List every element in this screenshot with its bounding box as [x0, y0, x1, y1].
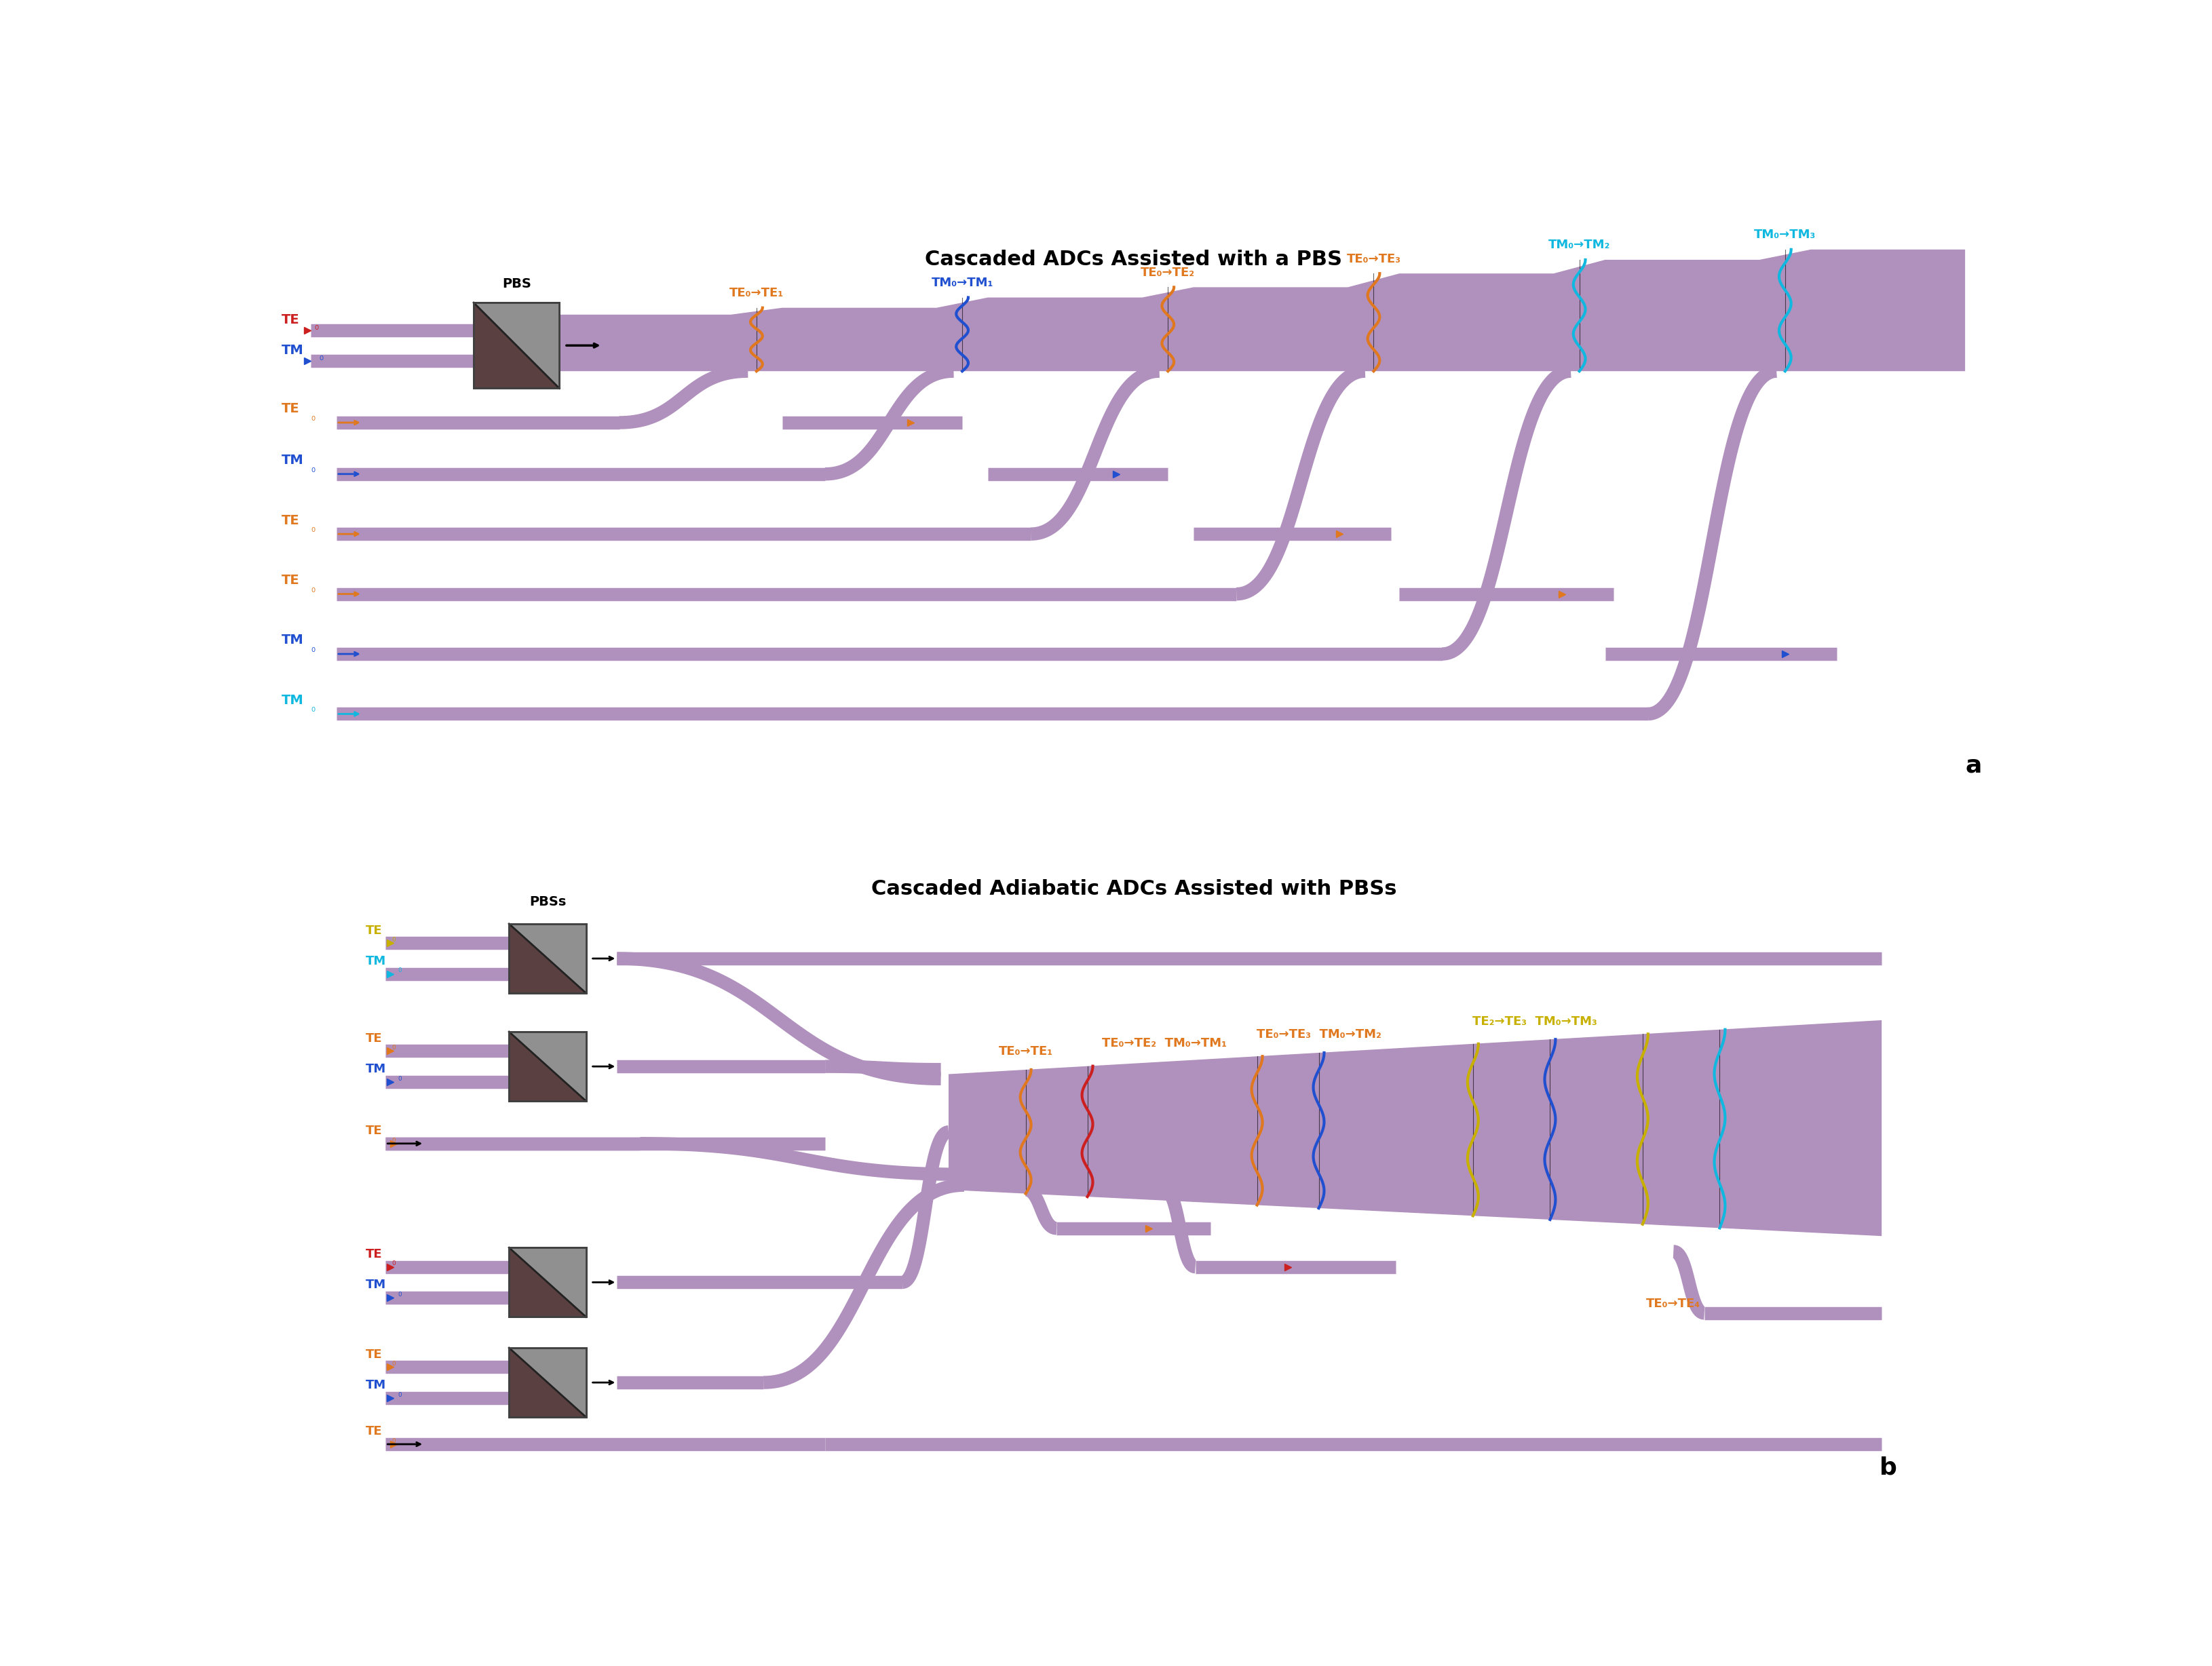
Text: TE₀→TE₁: TE₀→TE₁	[730, 287, 783, 300]
Text: ₀: ₀	[398, 1389, 403, 1398]
Bar	[509, 1248, 586, 1318]
Bar	[509, 925, 586, 993]
Polygon shape	[509, 1031, 586, 1101]
Text: TM: TM	[365, 1379, 387, 1391]
Text: ₀: ₀	[319, 353, 323, 363]
Text: TE: TE	[281, 513, 299, 526]
Bar	[509, 1031, 586, 1101]
Text: TM₀→TM₃: TM₀→TM₃	[1754, 228, 1816, 242]
Text: TE: TE	[281, 313, 299, 327]
Polygon shape	[509, 925, 586, 993]
Text: ₀: ₀	[398, 1289, 403, 1298]
Text: TE: TE	[365, 1033, 383, 1045]
Text: TE₀→TE₄: TE₀→TE₄	[1646, 1298, 1701, 1309]
Text: ₀: ₀	[314, 322, 319, 332]
Text: TE: TE	[281, 573, 299, 586]
Text: TM: TM	[365, 955, 387, 968]
Text: TM: TM	[281, 453, 303, 466]
Text: ₀: ₀	[392, 1135, 396, 1145]
Polygon shape	[949, 1020, 1882, 1236]
Bar	[509, 1248, 586, 1318]
Bar	[473, 303, 560, 388]
Text: ₀: ₀	[310, 643, 314, 655]
Text: TE: TE	[365, 1248, 383, 1261]
Text: ₀: ₀	[392, 1258, 396, 1268]
Bar	[473, 303, 560, 388]
Text: PBSs: PBSs	[529, 896, 566, 908]
Text: ₀: ₀	[392, 1041, 396, 1051]
Text: ₀: ₀	[310, 703, 314, 715]
Text: TE₀→TE₁: TE₀→TE₁	[998, 1045, 1053, 1058]
Polygon shape	[509, 1348, 586, 1418]
Text: ₀: ₀	[398, 1073, 403, 1083]
Text: ₀: ₀	[398, 965, 403, 975]
Polygon shape	[473, 303, 560, 388]
Text: TM: TM	[281, 345, 303, 357]
Bar	[509, 925, 586, 993]
Text: Cascaded ADCs Assisted with a PBS: Cascaded ADCs Assisted with a PBS	[925, 250, 1343, 270]
Bar	[509, 1348, 586, 1418]
Text: TM₀→TM₂: TM₀→TM₂	[1548, 238, 1610, 252]
Text: TM: TM	[281, 693, 303, 706]
Bar	[509, 1348, 586, 1418]
Text: ₀: ₀	[392, 1434, 396, 1444]
Text: TE₀→TE₂  TM₀→TM₁: TE₀→TE₂ TM₀→TM₁	[1102, 1038, 1228, 1050]
Text: ₀: ₀	[392, 935, 396, 943]
Text: b: b	[1880, 1456, 1898, 1479]
Text: TM: TM	[365, 1063, 387, 1075]
Bar	[509, 1031, 586, 1101]
Text: TE: TE	[365, 925, 383, 936]
Text: TE₀→TE₂: TE₀→TE₂	[1141, 267, 1194, 278]
Text: TE₀→TE₃  TM₀→TM₂: TE₀→TE₃ TM₀→TM₂	[1256, 1028, 1380, 1040]
Text: TE: TE	[365, 1426, 383, 1438]
Polygon shape	[560, 250, 1964, 372]
Text: TE: TE	[281, 403, 299, 415]
Text: TE: TE	[365, 1348, 383, 1361]
Text: TE₀→TE₃: TE₀→TE₃	[1347, 253, 1400, 265]
Text: TM: TM	[281, 633, 303, 646]
Text: ₀: ₀	[310, 583, 314, 593]
Text: ₀: ₀	[392, 1358, 396, 1368]
Text: Cascaded Adiabatic ADCs Assisted with PBSs: Cascaded Adiabatic ADCs Assisted with PB…	[872, 880, 1396, 900]
Text: PBS: PBS	[502, 278, 531, 290]
Polygon shape	[509, 1248, 586, 1318]
Text: ₀: ₀	[310, 463, 314, 473]
Text: ₀: ₀	[310, 523, 314, 533]
Text: TM₀→TM₁: TM₀→TM₁	[931, 277, 993, 288]
Text: a: a	[1966, 753, 1982, 776]
Text: TM: TM	[365, 1279, 387, 1291]
Text: ₀: ₀	[310, 413, 314, 423]
Text: TE₂→TE₃  TM₀→TM₃: TE₂→TE₃ TM₀→TM₃	[1473, 1016, 1597, 1028]
Text: TE: TE	[365, 1125, 383, 1136]
